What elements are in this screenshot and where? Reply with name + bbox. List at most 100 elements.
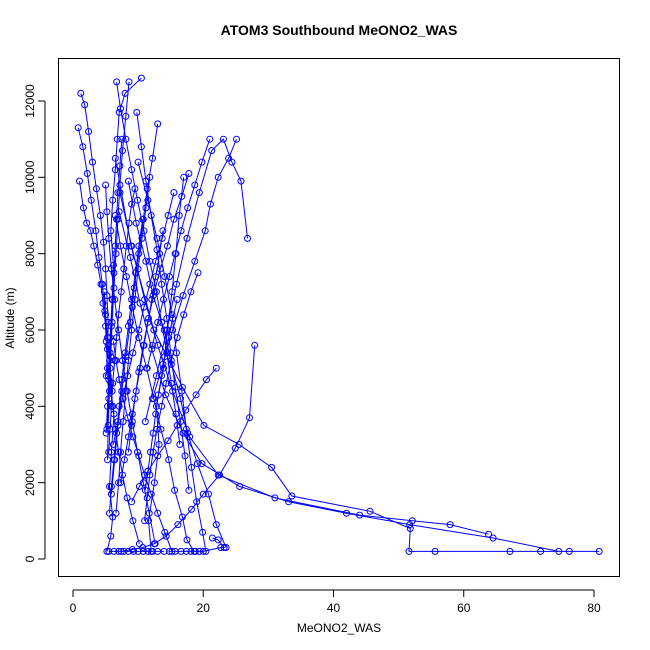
data-point bbox=[136, 299, 144, 307]
data-point bbox=[147, 448, 154, 456]
data-point bbox=[158, 280, 166, 288]
data-point bbox=[143, 494, 151, 502]
data-point bbox=[176, 441, 184, 448]
data-point bbox=[153, 234, 161, 242]
data-point bbox=[92, 185, 100, 193]
data-point bbox=[125, 78, 133, 86]
data-point bbox=[97, 280, 105, 288]
data-point bbox=[406, 521, 414, 529]
data-point bbox=[89, 158, 96, 166]
data-point bbox=[125, 219, 133, 227]
data-point bbox=[167, 357, 175, 364]
data-point bbox=[117, 448, 124, 456]
data-point bbox=[135, 483, 143, 490]
y-tick-label: 8000 bbox=[23, 240, 37, 267]
data-point bbox=[109, 296, 117, 303]
data-point bbox=[164, 437, 172, 445]
data-point bbox=[116, 181, 124, 189]
series-line bbox=[127, 181, 227, 548]
data-point bbox=[139, 215, 147, 223]
data-point bbox=[135, 452, 143, 460]
data-point bbox=[405, 547, 413, 555]
data-point bbox=[182, 425, 190, 433]
data-point bbox=[109, 196, 117, 204]
data-point bbox=[146, 280, 154, 288]
data-point bbox=[102, 181, 110, 189]
data-point bbox=[124, 433, 132, 441]
data-point bbox=[115, 547, 123, 555]
data-point bbox=[181, 452, 189, 460]
data-point bbox=[123, 387, 131, 395]
data-point bbox=[111, 296, 119, 303]
data-point bbox=[198, 158, 206, 166]
data-point bbox=[129, 349, 137, 357]
data-point bbox=[177, 227, 185, 235]
data-point bbox=[147, 212, 155, 219]
data-point bbox=[132, 219, 140, 227]
y-axis-label: Altitude (m) bbox=[3, 287, 17, 348]
data-point bbox=[185, 170, 193, 177]
data-point bbox=[175, 212, 183, 219]
data-point bbox=[107, 379, 115, 387]
data-point bbox=[141, 471, 149, 479]
data-point bbox=[164, 212, 172, 219]
data-point bbox=[182, 406, 190, 414]
data-point bbox=[161, 528, 169, 536]
series-line bbox=[144, 272, 199, 521]
data-point bbox=[106, 349, 114, 357]
data-point bbox=[135, 250, 143, 258]
data-point bbox=[141, 517, 149, 525]
data-point bbox=[154, 452, 162, 460]
data-point bbox=[139, 547, 147, 555]
data-point bbox=[129, 517, 137, 525]
data-point bbox=[177, 418, 184, 426]
data-point bbox=[191, 257, 199, 265]
data-point bbox=[285, 498, 293, 506]
data-point bbox=[114, 189, 122, 197]
data-point bbox=[128, 296, 136, 303]
data-point bbox=[134, 196, 141, 204]
data-point bbox=[119, 418, 127, 426]
data-point bbox=[187, 288, 195, 296]
data-point bbox=[135, 326, 143, 334]
data-point bbox=[157, 425, 165, 433]
data-point bbox=[167, 379, 175, 387]
data-point bbox=[188, 505, 195, 513]
data-point bbox=[140, 303, 148, 311]
data-point bbox=[128, 200, 136, 208]
data-point bbox=[203, 376, 210, 384]
data-point bbox=[79, 143, 87, 151]
data-point bbox=[231, 444, 239, 452]
series-line bbox=[144, 299, 178, 491]
data-point bbox=[128, 166, 136, 174]
series-line bbox=[109, 219, 144, 514]
data-point bbox=[162, 532, 170, 540]
y-tick-label: 4000 bbox=[23, 393, 37, 420]
data-point bbox=[158, 318, 166, 326]
data-point bbox=[216, 471, 223, 479]
data-point bbox=[288, 492, 296, 500]
data-point bbox=[145, 517, 152, 525]
data-point bbox=[113, 78, 121, 86]
data-point bbox=[489, 534, 497, 542]
data-point bbox=[79, 204, 87, 212]
y-tick-label: 10000 bbox=[23, 160, 37, 194]
data-point bbox=[160, 547, 168, 555]
data-point bbox=[105, 376, 113, 384]
data-point bbox=[113, 429, 121, 437]
x-axis: 0 20 40 60 80 bbox=[70, 589, 601, 615]
y-tick-label: 2000 bbox=[23, 469, 37, 496]
data-point bbox=[169, 326, 177, 334]
data-point bbox=[194, 269, 202, 277]
data-point bbox=[205, 490, 212, 498]
data-point bbox=[217, 544, 225, 551]
data-point bbox=[165, 456, 173, 464]
data-point bbox=[115, 311, 123, 319]
data-point bbox=[151, 540, 159, 548]
x-axis-label: MeONO2_WAS bbox=[297, 621, 381, 635]
data-point bbox=[168, 311, 176, 319]
data-point bbox=[77, 89, 85, 97]
data-point bbox=[225, 154, 233, 162]
data-point bbox=[111, 154, 119, 162]
data-point bbox=[146, 173, 154, 181]
